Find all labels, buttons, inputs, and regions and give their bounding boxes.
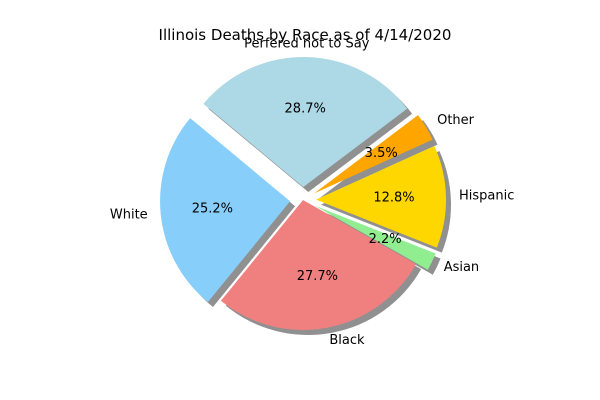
slice-percent-black: 27.7% bbox=[297, 269, 338, 284]
slice-label-other: Other bbox=[437, 113, 475, 128]
pie-slice-other bbox=[314, 115, 433, 194]
chart-title: Illinois Deaths by Race as of 4/14/2020 bbox=[159, 26, 452, 44]
slice-label-white: White bbox=[110, 208, 148, 223]
slice-percent-white: 25.2% bbox=[192, 201, 233, 216]
slice-labels: Perfered not to Say 28.7% White 25.2% Black 2… bbox=[110, 37, 515, 349]
slice-label-hispanic: Hispanic bbox=[459, 189, 514, 204]
slice-label-perfered-not-to-say: Perfered not to Say bbox=[244, 37, 370, 52]
pie-slice-perfered-not-to-say bbox=[203, 57, 408, 188]
pie-slice-hispanic bbox=[315, 145, 446, 248]
pie-slice-white bbox=[160, 118, 291, 303]
slice-label-black: Black bbox=[329, 333, 365, 348]
slice-percent-hispanic: 12.8% bbox=[373, 190, 414, 205]
slice-percent-asian: 2.2% bbox=[369, 232, 402, 247]
slice-percent-perfered-not-to-say: 28.7% bbox=[285, 102, 326, 117]
pie-slice-asian bbox=[314, 205, 436, 270]
slice-label-asian: Asian bbox=[444, 260, 479, 275]
slices bbox=[160, 57, 446, 330]
slice-percent-other: 3.5% bbox=[365, 146, 398, 161]
pie-slice-black bbox=[220, 200, 417, 330]
